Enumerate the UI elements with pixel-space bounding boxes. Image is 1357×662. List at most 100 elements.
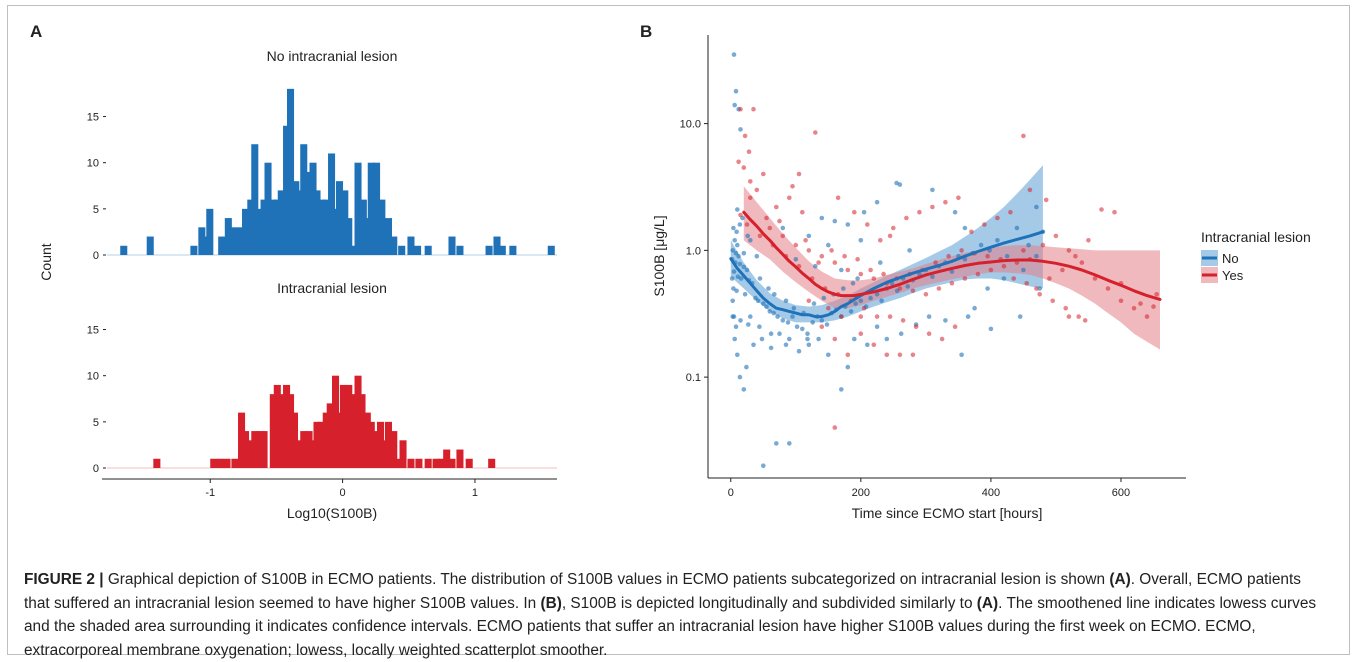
histogram-bar <box>260 431 268 468</box>
histogram-bar <box>349 394 357 468</box>
legend-label: Yes <box>1222 268 1244 283</box>
y-tick-label: 15 <box>87 112 99 124</box>
data-point-yes <box>936 286 942 291</box>
panel-b-label: B <box>640 22 652 41</box>
y-tick-label: 10 <box>87 371 99 383</box>
data-point-yes <box>861 305 867 311</box>
caption-text: (B) <box>540 594 562 612</box>
data-point-yes <box>780 233 786 239</box>
data-point-yes <box>819 253 825 259</box>
histogram-bar <box>153 458 161 468</box>
histogram-bar <box>443 449 451 468</box>
data-point-no <box>785 320 791 325</box>
data-point-no <box>768 345 774 351</box>
data-point-no <box>930 274 935 280</box>
data-point-yes <box>767 225 773 231</box>
data-point-no <box>791 305 797 311</box>
data-point-yes <box>1008 209 1013 215</box>
data-point-no <box>734 288 739 294</box>
histogram-bar <box>206 208 214 255</box>
histogram-bar <box>309 440 317 468</box>
histogram-bar <box>407 236 415 255</box>
histogram-bar <box>292 181 300 255</box>
data-point-yes <box>1027 187 1033 193</box>
data-point-no <box>731 269 737 274</box>
histogram-bar <box>332 208 340 255</box>
data-point-yes <box>910 352 916 358</box>
data-point-yes <box>956 195 961 201</box>
data-point-yes <box>1001 263 1007 269</box>
x-tick-label: -1 <box>205 487 215 499</box>
caption-label: FIGURE 2 | <box>24 571 104 588</box>
histogram-bar <box>456 449 464 468</box>
data-point-no <box>826 352 831 358</box>
data-point-no <box>793 257 799 262</box>
data-point-yes <box>845 352 851 358</box>
data-point-yes <box>1047 276 1052 281</box>
histogram-bar <box>264 162 272 255</box>
data-point-no <box>879 298 884 304</box>
data-point-no <box>839 267 844 273</box>
histogram-bar <box>231 227 239 255</box>
data-point-no <box>794 324 800 330</box>
data-point-yes <box>871 276 877 281</box>
data-point-yes <box>881 271 886 277</box>
data-point-yes <box>741 165 747 170</box>
histogram-facet-2: Intracranial lesion 0 5 10 15 <box>87 280 557 475</box>
histogram-bar <box>322 412 330 468</box>
data-point-yes <box>949 281 955 286</box>
data-point-yes <box>1053 233 1059 239</box>
data-point-no <box>783 342 789 348</box>
data-point-no <box>783 298 789 304</box>
data-point-no <box>738 127 743 132</box>
data-point-no <box>952 209 958 215</box>
data-point-yes <box>764 215 769 221</box>
data-point-yes <box>816 260 821 265</box>
data-point-no <box>824 322 830 327</box>
data-point-yes <box>1021 133 1026 139</box>
facet-title: Intracranial lesion <box>277 280 387 296</box>
data-point-no <box>744 267 750 273</box>
histogram-bar <box>251 431 259 468</box>
data-point-yes <box>1040 242 1046 248</box>
data-point-no <box>1004 253 1010 259</box>
data-point-no <box>959 352 964 358</box>
data-point-no <box>780 318 786 323</box>
histogram-bar <box>238 227 246 255</box>
histogram-bar <box>269 394 277 468</box>
histogram-bar <box>415 458 423 468</box>
data-point-no <box>841 286 846 291</box>
y-tick-label: 0.1 <box>686 372 701 384</box>
data-point-yes <box>1082 318 1088 323</box>
data-point-yes <box>913 324 919 330</box>
histogram-bar <box>224 218 232 255</box>
data-point-yes <box>1105 286 1111 291</box>
data-point-no <box>806 233 812 239</box>
data-point-yes <box>813 130 818 135</box>
data-point-yes <box>757 233 763 239</box>
data-point-no <box>874 292 880 297</box>
data-point-no <box>735 242 740 248</box>
histogram-bar <box>350 245 358 255</box>
data-point-yes <box>917 209 922 215</box>
histogram-bar <box>363 412 371 468</box>
data-point-no <box>741 264 747 270</box>
data-point-no <box>813 263 818 269</box>
caption-text: , S100B is depicted longitudinally and s… <box>561 594 977 612</box>
data-point-no <box>771 310 776 316</box>
data-point-no <box>850 281 856 286</box>
histogram-bar <box>322 199 330 255</box>
data-point-yes <box>969 229 974 235</box>
histogram-bar <box>238 412 246 468</box>
histogram-bar <box>367 421 375 468</box>
y-tick-label: 5 <box>93 204 99 216</box>
x-tick-label: 0 <box>340 487 346 499</box>
data-point-yes <box>1021 248 1026 253</box>
data-point-no <box>926 314 932 319</box>
data-point-no <box>855 276 860 281</box>
data-point-yes <box>900 318 906 323</box>
data-point-no <box>988 326 994 332</box>
histogram-bar <box>287 394 295 468</box>
data-point-no <box>874 199 880 205</box>
data-point-no <box>853 301 858 306</box>
